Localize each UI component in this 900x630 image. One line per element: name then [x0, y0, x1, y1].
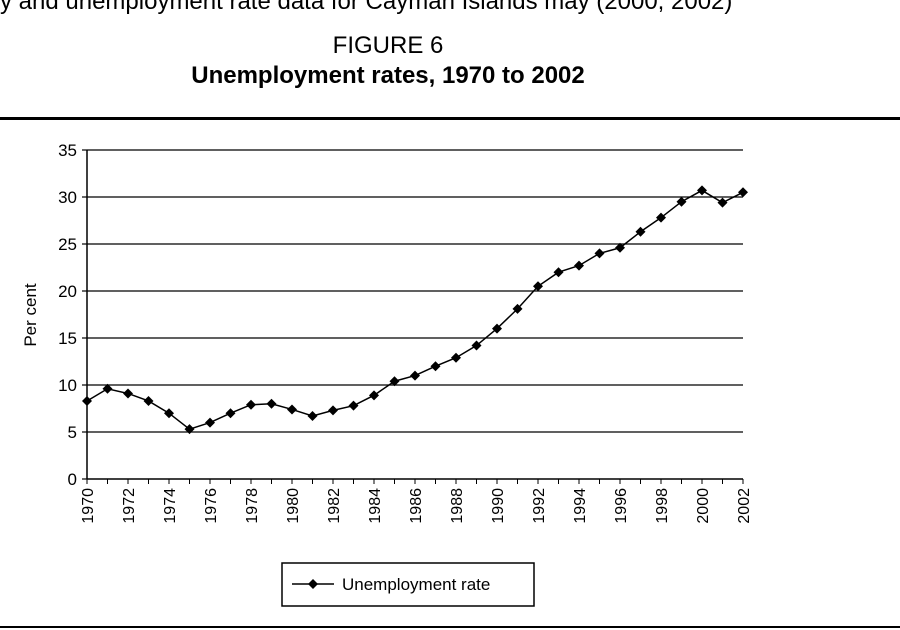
data-point: [205, 417, 215, 428]
gridlines: [82, 149, 743, 480]
x-tick-label: 1974: [162, 488, 179, 524]
series-line: [86, 189, 744, 431]
data-point: [184, 424, 195, 435]
legend-label: Unemployment rate: [342, 575, 490, 594]
y-tick-label: 15: [58, 329, 77, 348]
figure-label: FIGURE 6: [332, 32, 444, 59]
data-point: [410, 370, 420, 381]
data-point: [615, 242, 625, 253]
data-point: [164, 408, 174, 419]
data-point: [348, 400, 359, 411]
data-point: [451, 352, 461, 363]
x-tick-label: 1982: [326, 488, 343, 524]
x-tick-label: 1978: [244, 488, 261, 524]
x-tick-label: 1986: [408, 488, 425, 524]
data-point: [492, 323, 502, 334]
x-tick-label: 1976: [203, 488, 220, 524]
x-tick-label: 1990: [490, 488, 507, 524]
axes: [86, 150, 744, 484]
top-rule: [0, 117, 900, 120]
y-tick-label: 5: [68, 423, 77, 442]
data-point: [143, 395, 154, 406]
data-point: [594, 248, 605, 259]
data-point: [676, 196, 687, 207]
data-point: [225, 408, 236, 419]
y-tick-label: 10: [58, 376, 77, 395]
y-tick-label: 25: [58, 235, 77, 254]
x-tick-label: 2000: [695, 488, 712, 524]
cropped-top-text: y and unemployment rate data for Cayman …: [0, 0, 733, 15]
y-tick-label: 30: [58, 188, 77, 207]
y-tick-label: 20: [58, 282, 77, 301]
x-tick-labels: 1970 1972 1974 1976 1978 1980 1982 1984 1986 1988…: [80, 488, 753, 524]
x-tick-label: 1992: [531, 488, 548, 524]
data-point: [369, 390, 379, 401]
data-point: [656, 212, 666, 223]
series-unemployment-rate: [82, 185, 748, 435]
data-point: [697, 185, 707, 196]
x-tick-label: 1970: [80, 488, 97, 524]
data-point: [307, 411, 318, 422]
data-point: [328, 405, 338, 416]
y-tick-label: 0: [68, 470, 77, 489]
x-tick-label: 1994: [572, 488, 589, 524]
data-point: [287, 404, 297, 415]
data-point: [82, 395, 92, 406]
y-axis-label: Per cent: [21, 283, 40, 347]
data-point: [533, 281, 543, 292]
x-tick-label: 1988: [449, 488, 466, 524]
data-point: [717, 197, 728, 208]
y-tick-labels: 0 5 10 15 20 25 30 35: [58, 141, 77, 489]
x-tick-label: 1984: [367, 488, 384, 524]
data-point: [430, 361, 441, 372]
legend: Unemployment rate: [281, 562, 535, 607]
data-point: [738, 187, 748, 198]
x-tick-label: 1980: [285, 488, 302, 524]
data-point: [512, 303, 523, 314]
data-point: [266, 398, 277, 409]
data-point: [389, 376, 400, 387]
legend-marker-swatch: [308, 579, 318, 589]
x-tick-label: 2002: [736, 488, 753, 524]
y-tick-label: 35: [58, 141, 77, 160]
x-tick-label: 1996: [613, 488, 630, 524]
data-point: [553, 267, 564, 278]
data-point: [102, 383, 113, 394]
data-point: [635, 226, 646, 237]
figure-title: Unemployment rates, 1970 to 2002: [191, 62, 585, 89]
x-tick-label: 1998: [654, 488, 671, 524]
bottom-rule: [0, 626, 900, 628]
data-point: [246, 399, 256, 410]
data-point: [123, 388, 133, 399]
data-point: [574, 260, 584, 271]
data-point: [471, 340, 482, 351]
x-tick-label: 1972: [121, 488, 138, 524]
